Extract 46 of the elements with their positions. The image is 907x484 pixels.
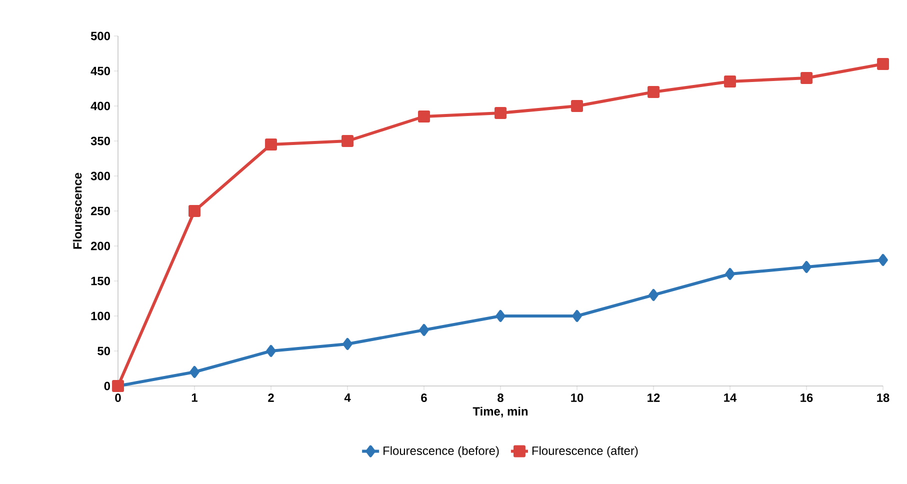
point — [190, 366, 200, 378]
y-tick-label: 0 — [104, 382, 110, 390]
point — [877, 58, 889, 70]
point — [648, 289, 658, 301]
y-tick-label: 250 — [90, 206, 110, 216]
legend-label: Flourescence (before) — [384, 446, 499, 458]
point — [572, 310, 582, 322]
y-tick-label: 100 — [91, 312, 110, 320]
x-tick-label: 10 — [571, 394, 584, 402]
point — [418, 110, 430, 122]
point — [725, 268, 735, 280]
point — [800, 72, 812, 84]
x-tick-label: 8 — [498, 394, 504, 402]
y-tick-label: 200 — [90, 242, 110, 250]
point — [419, 324, 429, 336]
x-tick-label: 16 — [800, 394, 813, 402]
y-axis-title: Flourescence — [72, 172, 82, 249]
point — [494, 107, 506, 119]
y-tick-label: 50 — [98, 346, 110, 356]
x-tick-label: 18 — [877, 394, 890, 402]
x-tick-label: 1 — [192, 394, 198, 402]
y-tick-label: 400 — [90, 102, 110, 110]
point — [342, 338, 352, 350]
y-tick-label: 500 — [90, 32, 110, 40]
x-tick-label: 4 — [344, 394, 351, 402]
point — [648, 86, 660, 98]
y-tick-label: 150 — [91, 276, 110, 286]
point — [878, 254, 888, 266]
point — [724, 76, 736, 88]
point — [802, 261, 812, 273]
point — [342, 135, 354, 147]
x-tick-label: 6 — [421, 394, 427, 402]
x-tick-label: 0 — [115, 394, 121, 402]
point — [571, 100, 583, 112]
y-tick-label: 300 — [90, 172, 110, 180]
y-tick-label: 450 — [90, 66, 110, 76]
point — [265, 138, 277, 150]
x-axis-title: Time, min — [472, 406, 528, 418]
point — [188, 205, 200, 217]
point — [266, 345, 276, 357]
x-tick-label: 14 — [724, 394, 737, 402]
y-tick-label: 350 — [90, 136, 110, 146]
x-tick-label: 12 — [648, 394, 660, 402]
legend-label: Flourescence (after) — [532, 446, 638, 458]
point — [496, 310, 506, 322]
x-tick-label: 2 — [268, 394, 274, 402]
